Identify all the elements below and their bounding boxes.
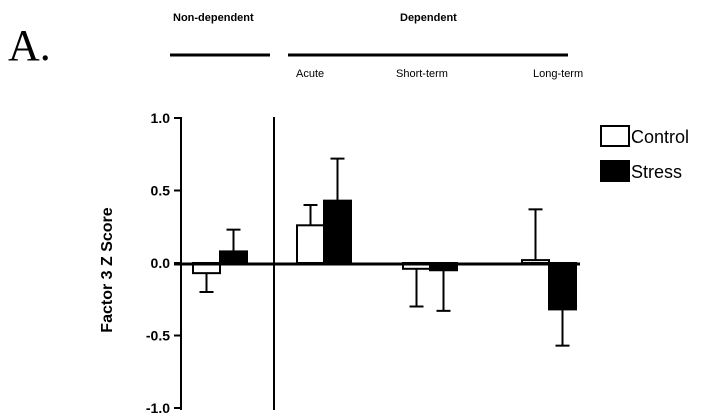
bars [192,157,577,347]
legend-swatch-control [600,125,630,147]
y-tick-label: -0.5 [146,328,170,344]
bar-stress [219,250,248,264]
y-tick-label: 1.0 [151,110,171,126]
bar-stress [323,199,352,264]
y-tick-label: 0.5 [151,183,171,199]
bar-stress [548,262,577,311]
panel-letter: A. [8,21,51,70]
y-tick-label: 0.0 [151,255,171,271]
y-axis-title: Factor 3 Z Score [99,207,116,332]
condition-label-acute: Acute [296,68,324,80]
legend: Control Stress [600,125,689,182]
legend-label-stress: Stress [631,162,682,182]
y-ticks: 1.0 0.5 0.0 -0.5 -1.0 [146,110,181,416]
legend-label-control: Control [631,127,689,147]
y-tick-label: -1.0 [146,400,170,416]
group-title-dependent: Dependent [400,12,457,24]
condition-label-long-term: Long-term [533,68,583,80]
bar-control [296,224,325,265]
group-title-non-dependent: Non-dependent [173,12,254,24]
condition-label-short-term: Short-term [396,68,448,80]
legend-swatch-stress [600,160,630,182]
